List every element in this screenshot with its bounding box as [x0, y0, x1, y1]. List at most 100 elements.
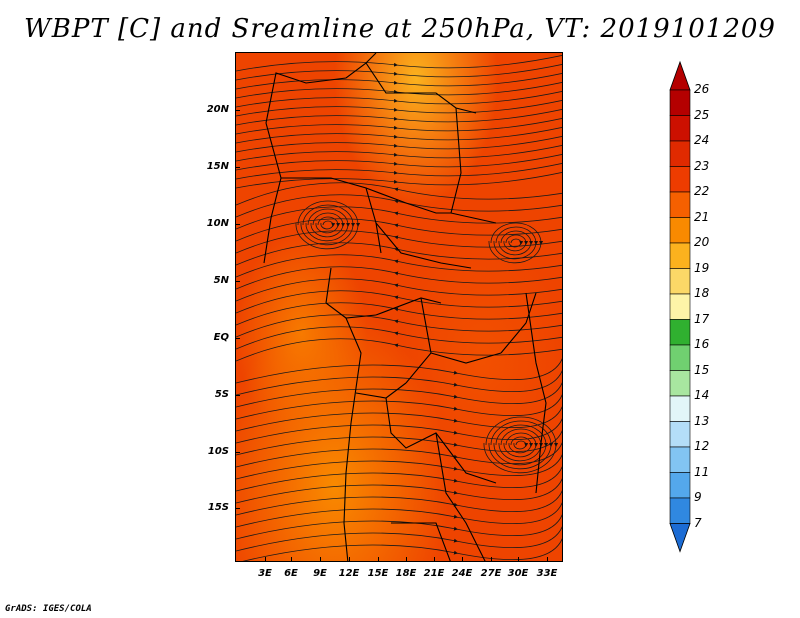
streamline: [488, 222, 544, 264]
streamline: [236, 278, 562, 302]
colorbar-label: 15: [694, 362, 710, 377]
x-axis-label: 24E: [451, 568, 473, 579]
colorbar-label: 26: [694, 82, 710, 96]
streamline: [236, 326, 562, 350]
y-axis-label: EQ: [213, 332, 229, 343]
streamline: [236, 118, 562, 135]
colorbar-label: 7: [694, 515, 702, 530]
streamline: [236, 442, 562, 468]
streamline: [236, 64, 562, 81]
streamline: [236, 382, 562, 408]
streamline: [242, 538, 562, 561]
streamline: [236, 302, 562, 326]
streamline: [295, 200, 361, 250]
streamline: [236, 502, 562, 528]
streamline: [508, 436, 534, 454]
streamline: [236, 109, 562, 126]
streamline: [236, 154, 562, 171]
streamline: [236, 358, 562, 384]
colorbar-segment: [669, 166, 691, 193]
colorbar-segment: [669, 344, 691, 371]
y-axis-label: 15N: [206, 161, 229, 172]
streamline: [513, 440, 529, 450]
streamline: [498, 230, 534, 256]
x-axis-label: 27E: [480, 568, 502, 579]
colorbar-label: 9: [694, 490, 702, 504]
y-axis-label: 5N: [213, 275, 229, 286]
x-axis-label: 30E: [507, 568, 529, 579]
streamline: [236, 127, 562, 144]
streamline: [236, 526, 562, 552]
colorbar-label: 14: [694, 388, 710, 402]
streamline: [503, 234, 529, 252]
streamline: [493, 424, 549, 466]
streamline: [236, 91, 562, 108]
colorbar-label: 25: [694, 107, 710, 122]
colorbar-label: 11: [694, 464, 710, 479]
streamline: [236, 163, 562, 180]
y-axis-label: 20N: [206, 104, 229, 115]
colorbar-label: 16: [694, 337, 710, 351]
colorbar-label: 12: [694, 439, 710, 453]
colorbar-segment: [669, 446, 691, 473]
colorbar-label: 17: [694, 311, 710, 326]
streamline: [236, 73, 562, 90]
streamline: [236, 514, 562, 540]
streamline: [236, 100, 562, 117]
streamline: [236, 406, 562, 432]
colorbar-label: 24: [694, 133, 710, 147]
map-panel: [235, 52, 563, 562]
colorbar-label: 21: [694, 209, 710, 224]
colorbar-label: 19: [694, 260, 710, 275]
streamline: [503, 432, 539, 458]
streamline: [236, 490, 562, 516]
streamline: [236, 290, 562, 314]
colorbar: [669, 60, 691, 553]
streamline: [236, 82, 562, 99]
y-axis-label: 10N: [206, 218, 229, 229]
streamline: [236, 194, 562, 218]
colorbar-segment: [669, 242, 691, 269]
colorbar-top-arrow: [669, 60, 691, 91]
streamline: [483, 416, 559, 474]
streamline: [236, 266, 562, 290]
y-axis-label: 5S: [214, 389, 229, 400]
x-axis-label: 3E: [258, 568, 272, 579]
x-axis-label: 15E: [367, 568, 389, 579]
colorbar-segment: [669, 319, 691, 346]
x-axis-label: 12E: [338, 568, 360, 579]
streamline: [236, 478, 562, 504]
x-axis-label: 18E: [395, 568, 417, 579]
streamlines: [236, 55, 562, 561]
streamline: [236, 338, 562, 362]
grads-credit: GrADS: IGES/COLA: [5, 604, 92, 614]
streamline: [508, 238, 524, 248]
streamline: [236, 145, 562, 162]
streamline: [236, 254, 562, 278]
colorbar-segment: [669, 268, 691, 295]
streamline: [236, 394, 562, 420]
streamline: [300, 204, 356, 246]
colorbar-label: 23: [694, 158, 710, 173]
colorbar-label: 22: [694, 184, 710, 198]
streamline: [236, 182, 562, 206]
x-axis-label: 21E: [423, 568, 445, 579]
colorbar-segment: [669, 191, 691, 218]
streamline: [236, 55, 562, 72]
streamline: [488, 420, 554, 470]
x-axis-label: 33E: [536, 568, 558, 579]
y-axis-label: 10S: [207, 446, 229, 457]
colorbar-segment: [669, 140, 691, 167]
streamline: [236, 172, 562, 189]
colorbar-segment: [669, 421, 691, 448]
map-plot: [236, 53, 562, 561]
streamline: [236, 218, 562, 242]
colorbar-label: 18: [694, 286, 710, 300]
colorbar-label: 20: [694, 235, 710, 249]
colorbar-segment: [669, 89, 691, 116]
colorbar-segment: [669, 217, 691, 244]
streamline: [315, 216, 341, 234]
colorbar-bottom-arrow: [669, 523, 691, 553]
map-title: WBPT [C] and Sreamline at 250hPa, VT: 20…: [24, 14, 776, 44]
streamline: [320, 220, 336, 230]
